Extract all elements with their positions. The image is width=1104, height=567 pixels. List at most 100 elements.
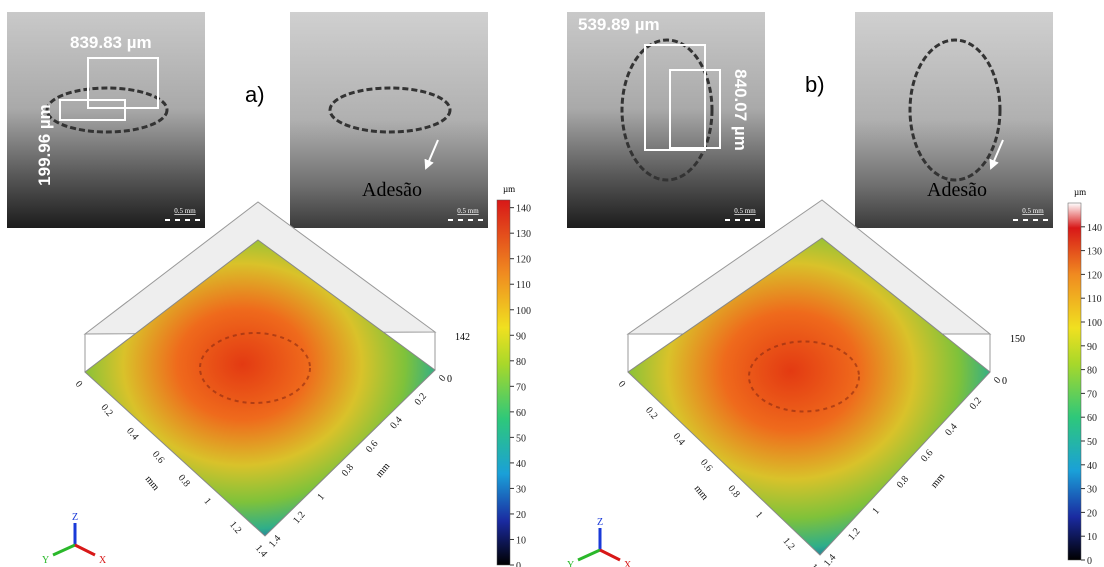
y-tick-label: 0.8: [895, 474, 911, 491]
surface: [627, 237, 991, 556]
crater: [748, 340, 860, 413]
scale-label: 0.5 mm: [174, 207, 196, 215]
micrograph: [855, 12, 1053, 228]
y-tick-label: 0.8: [340, 462, 356, 479]
x-tick-label: 0.6: [698, 457, 714, 474]
crater: [908, 38, 1002, 182]
x-tick-label: 1.4: [808, 562, 824, 567]
x-unit: mm: [143, 474, 162, 493]
y-tick-label: 0: [437, 373, 449, 384]
colorbar-unit: µm: [503, 184, 515, 194]
triad-x-label: X: [624, 560, 632, 567]
annotation: Adesão: [362, 179, 422, 201]
colorbar-tick-label: 0: [1087, 556, 1092, 567]
triad-x: [74, 543, 96, 557]
y-tick-label: 1.2: [846, 526, 862, 543]
colorbar-tick-label: 130: [516, 229, 531, 240]
colorbar-tick-label: 20: [516, 510, 526, 521]
annotation: Adesão: [927, 179, 987, 201]
y-tick-label: 1: [870, 506, 882, 517]
x-tick-label: 0: [73, 379, 85, 390]
colorbar-unit: µm: [1074, 187, 1086, 197]
colorbar-tick-label: 120: [516, 255, 531, 266]
colorbar-tick-label: 50: [516, 433, 526, 444]
colorbar-tick-label: 60: [1087, 413, 1097, 424]
colorbar-tick-label: 100: [1087, 318, 1102, 329]
measure-box: [669, 69, 721, 149]
x-tick-label: 0.2: [643, 405, 659, 422]
x-tick-label: 1: [201, 496, 213, 507]
arrow: [424, 139, 439, 170]
z-max-label: 150: [1010, 334, 1025, 345]
panel-label: a): [245, 82, 265, 107]
y-tick-label: 0.6: [919, 448, 935, 465]
scale-label: 0.5 mm: [734, 207, 756, 215]
width-label: 539.89 µm: [578, 15, 660, 34]
y-tick-label: 0.2: [413, 391, 429, 408]
triad-x-label: X: [99, 555, 107, 566]
triad-y: [52, 543, 76, 557]
colorbar-tick-label: 10: [516, 535, 526, 546]
triad-y: [577, 548, 601, 562]
colorbar-tick-label: 80: [1087, 366, 1097, 377]
x-unit: mm: [692, 483, 711, 502]
crater: [199, 332, 311, 404]
x-tick-label: 0.4: [124, 426, 140, 443]
colorbar-tick-label: 140: [516, 204, 531, 215]
triad-z-label: Z: [72, 512, 78, 523]
colorbar-tick-label: 40: [1087, 461, 1097, 472]
scale-label: 0.5 mm: [1022, 207, 1044, 215]
colorbar-tick-label: 50: [1087, 437, 1097, 448]
y-tick-label: 1: [315, 492, 327, 503]
scale-label: 0.5 mm: [457, 207, 479, 215]
z-max-label: 142: [455, 332, 470, 343]
z-min-label: 0: [447, 374, 452, 385]
height-label: 199.96 µm: [35, 104, 54, 186]
crater: [328, 86, 452, 134]
triad-z-label: Z: [597, 517, 603, 528]
colorbar-tick-label: 120: [1087, 270, 1102, 281]
y-tick-label: 0.4: [388, 415, 404, 432]
colorbar-tick-label: 130: [1087, 247, 1102, 258]
x-tick-label: 0.4: [671, 431, 687, 448]
x-tick-label: 0.8: [725, 483, 741, 500]
colorbar-tick-label: 0: [516, 561, 521, 567]
measure-box: [87, 57, 159, 109]
x-tick-label: 0.8: [176, 473, 192, 490]
y-tick-label: 0.4: [943, 422, 959, 439]
x-tick-label: 0: [616, 379, 628, 390]
arrow: [989, 139, 1004, 170]
colorbar-tick-label: 30: [516, 484, 526, 495]
surface: [84, 239, 436, 537]
colorbar-tick-label: 20: [1087, 508, 1097, 519]
width-label: 839.83 µm: [70, 33, 152, 52]
y-tick-label: 0.2: [968, 395, 984, 412]
micrograph: [567, 12, 765, 228]
height-label: 840.07 µm: [731, 69, 750, 151]
y-tick-label: 1.4: [822, 552, 838, 567]
colorbar-tick-label: 80: [516, 357, 526, 368]
triad-y-label: Y: [42, 555, 49, 566]
measure-box: [644, 44, 706, 151]
x-tick-label: 1.2: [227, 519, 243, 536]
x-tick-label: 0.6: [150, 449, 166, 466]
colorbar-tick-label: 60: [516, 408, 526, 419]
colorbar-tick-label: 70: [1087, 389, 1097, 400]
colorbar: [496, 199, 511, 566]
panel: 839.83 µm 199.96 µm Adesão 0.5 mm 0.5 mm a) 0 0…: [7, 12, 531, 567]
y-tick-label: 1.4: [267, 533, 283, 550]
z-min-label: 0: [1002, 376, 1007, 387]
colorbar-tick-label: 30: [1087, 485, 1097, 496]
panel-label: b): [805, 72, 825, 97]
x-tick-label: 1.4: [253, 543, 269, 560]
measure-box: [59, 99, 126, 121]
triad-y-label: Y: [567, 560, 574, 567]
colorbar-tick-label: 140: [1087, 223, 1102, 234]
x-tick-label: 1.2: [780, 536, 796, 553]
colorbar: [1067, 202, 1082, 561]
colorbar-tick-label: 110: [1087, 294, 1102, 305]
colorbar-tick-label: 100: [516, 306, 531, 317]
micrograph: [290, 12, 488, 228]
colorbar-tick-label: 110: [516, 280, 531, 291]
